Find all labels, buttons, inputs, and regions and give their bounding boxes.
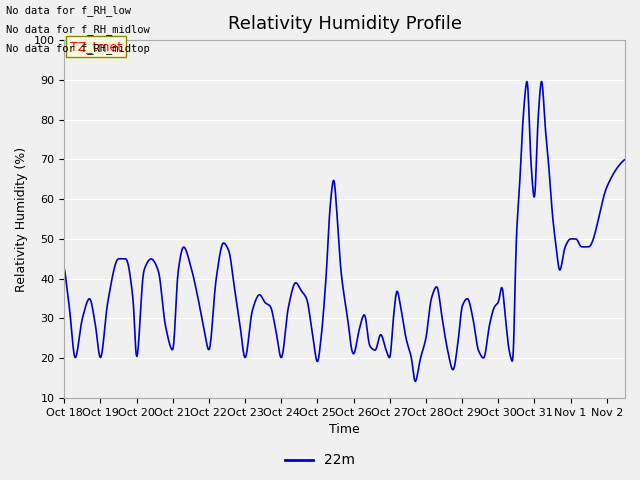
Legend: 22m: 22m <box>280 448 360 473</box>
Text: No data for f_RH_low: No data for f_RH_low <box>6 5 131 16</box>
Y-axis label: Relativity Humidity (%): Relativity Humidity (%) <box>15 146 28 291</box>
Text: No data for f_RH_midtop: No data for f_RH_midtop <box>6 43 150 54</box>
Text: No data for f_RH_midlow: No data for f_RH_midlow <box>6 24 150 35</box>
Text: TZ_tmet: TZ_tmet <box>70 40 122 53</box>
X-axis label: Time: Time <box>329 423 360 436</box>
Title: Relativity Humidity Profile: Relativity Humidity Profile <box>228 15 461 33</box>
